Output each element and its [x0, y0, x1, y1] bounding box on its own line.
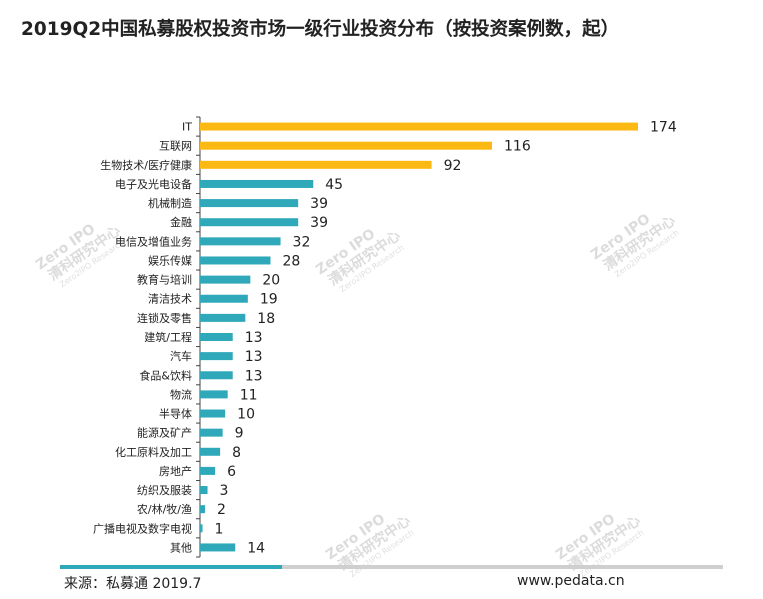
category-label: 纺织及服装 [137, 483, 192, 497]
footer-bar-base [60, 565, 723, 569]
category-label: 机械制造 [148, 196, 192, 210]
value-label: 32 [293, 234, 311, 250]
value-label: 13 [245, 349, 263, 365]
value-label: 116 [504, 139, 531, 155]
category-label: 清洁技术 [148, 293, 192, 306]
ticks-group [196, 116, 200, 558]
bar-连锁及零售 [200, 313, 246, 322]
category-label: 金融 [170, 215, 192, 229]
bar-教育与培训 [200, 275, 251, 284]
footer-url: www.pedata.cn [517, 573, 625, 589]
bar-纺织及服装 [200, 486, 208, 495]
footer-source: 来源：私募通 2019.7 [64, 576, 202, 592]
value-labels: 1741169245393932282019181313131110986321… [215, 120, 677, 557]
bar-电信及增值业务 [200, 237, 281, 246]
category-label: 半导体 [159, 407, 192, 421]
category-label: 建筑/工程 [144, 330, 192, 344]
value-label: 13 [245, 368, 263, 384]
bar-房地产 [200, 466, 216, 475]
bar-食品&饮料 [200, 371, 233, 380]
value-label: 39 [310, 215, 328, 231]
value-label: 13 [245, 330, 263, 346]
category-label: 物流 [170, 387, 192, 401]
category-label: 教育与培训 [137, 273, 192, 287]
bar-化工原料及加工 [200, 447, 221, 456]
bar-半导体 [200, 409, 226, 418]
value-label: 3 [220, 483, 229, 499]
category-label: 娱乐传媒 [148, 253, 192, 267]
bar-其他 [200, 543, 236, 552]
bar-生物技术/医疗健康 [200, 160, 432, 169]
bar-娱乐传媒 [200, 256, 271, 265]
category-label: 化工原料及加工 [115, 445, 192, 459]
value-label: 8 [232, 445, 241, 461]
bar-广播电视及数字电视 [200, 524, 203, 533]
value-label: 2 [217, 502, 226, 518]
value-label: 39 [310, 196, 328, 212]
bar-汽车 [200, 352, 233, 361]
bar-能源及矿产 [200, 428, 223, 437]
value-label: 10 [237, 407, 255, 423]
bar-建筑/工程 [200, 333, 233, 341]
bars-group [200, 122, 638, 552]
bar-IT [200, 122, 638, 131]
category-label: 其他 [170, 541, 192, 554]
bar-金融 [200, 218, 299, 227]
bar-农/林/牧/渔 [200, 505, 206, 514]
bar-互联网 [200, 141, 492, 150]
value-label: 11 [240, 387, 258, 403]
bar-物流 [200, 390, 228, 399]
footer-bar-accent [60, 565, 282, 569]
category-label: 连锁及零售 [137, 311, 192, 325]
value-label: 6 [227, 464, 236, 480]
value-label: 174 [650, 120, 677, 136]
bar-机械制造 [200, 199, 299, 208]
value-label: 1 [215, 521, 224, 537]
category-labels: IT 互联网生物技术/医疗健康电子及光电设备机械制造金融电信及增值业务娱乐传媒教育… [93, 121, 192, 555]
value-label: 45 [325, 177, 343, 193]
category-label: 能源及矿产 [137, 426, 192, 440]
category-label: 广播电视及数字电视 [93, 521, 192, 535]
category-label: 电信及增值业务 [115, 234, 192, 248]
category-label: 食品&饮料 [139, 368, 192, 382]
category-label: 房地产 [159, 464, 192, 478]
category-label: 农/林/牧/渔 [137, 502, 192, 516]
value-label: 19 [260, 292, 278, 308]
value-label: 28 [282, 253, 300, 269]
value-label: 18 [257, 311, 275, 327]
value-label: 14 [247, 540, 265, 556]
value-label: 20 [262, 273, 280, 289]
category-label: 生物技术/医疗健康 [100, 158, 192, 172]
category-label: 互联网 [159, 140, 192, 153]
value-label: 9 [235, 426, 244, 442]
category-label: IT [182, 121, 192, 134]
bar-清洁技术 [200, 294, 248, 303]
chart-title: 2019Q2中国私募股权投资市场一级行业投资分布（按投资案例数，起） [21, 19, 620, 40]
category-label: 汽车 [170, 349, 192, 363]
value-label: 92 [444, 158, 462, 174]
category-label: 电子及光电设备 [115, 177, 192, 191]
bar-电子及光电设备 [200, 179, 314, 188]
